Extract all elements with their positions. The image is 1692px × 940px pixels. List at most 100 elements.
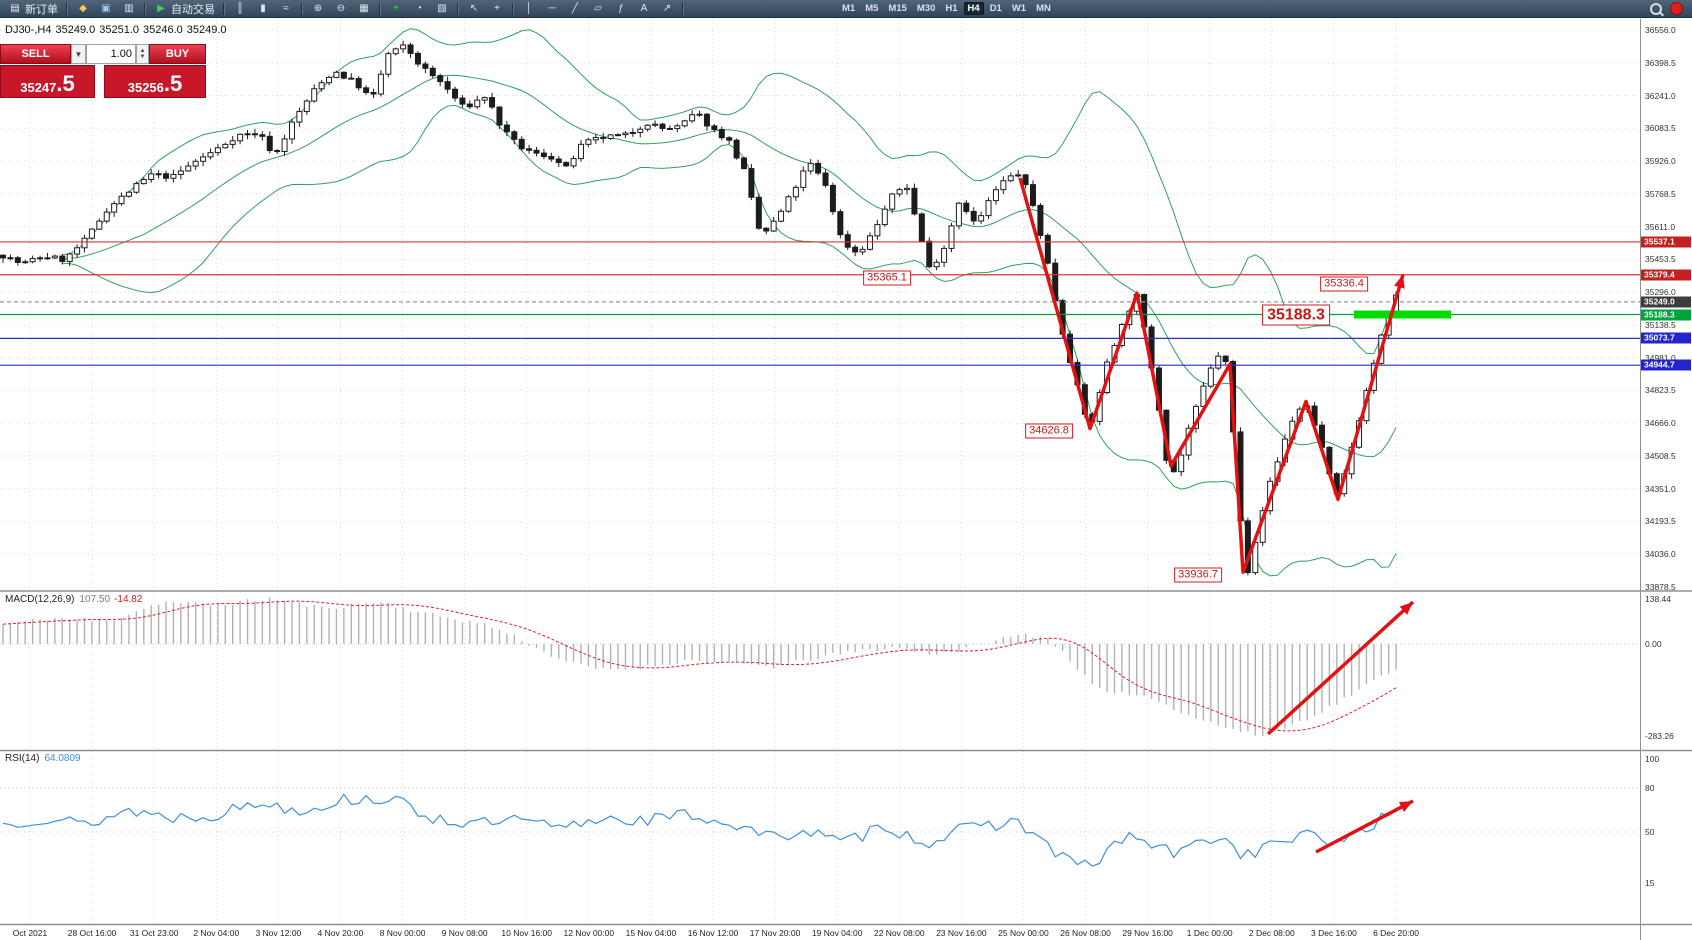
arrow-marker-icon[interactable]: ↗ <box>656 1 678 17</box>
templates-icon[interactable]: ▧ <box>431 1 453 17</box>
sell-button[interactable]: SELL <box>0 44 71 64</box>
fibonacci-icon-glyph: ƒ <box>618 2 624 14</box>
bars-chart-icon-glyph: ║ <box>236 2 244 14</box>
profile-icon[interactable]: ▣ <box>95 1 117 17</box>
vertical-line-icon[interactable]: │ <box>518 1 540 17</box>
zoom-in-icon[interactable]: ⊕ <box>307 1 329 17</box>
zoom-out-icon-glyph: ⊖ <box>336 2 346 14</box>
timeframe-w1[interactable]: W1 <box>1011 3 1027 14</box>
auto-trading-button[interactable]: ▶ 自动交易 <box>150 1 219 17</box>
candlesticks <box>0 40 1400 576</box>
symbol-period: DJ30-,H4 <box>5 24 52 36</box>
templates-icon-glyph: ▧ <box>437 2 447 14</box>
macd-signal-line <box>2 600 1397 732</box>
buy-price[interactable]: 35256.5 <box>104 65 206 98</box>
timeframe-h4[interactable]: H4 <box>963 2 984 15</box>
trendline-icon[interactable]: ╱ <box>564 1 586 17</box>
sell-price[interactable]: 35247.5 <box>0 65 95 98</box>
panel-dividers <box>0 19 1692 940</box>
auto-trading-button-glyph: ▶ <box>157 2 165 14</box>
toolbar-separator <box>144 2 146 15</box>
crosshair-icon[interactable]: + <box>486 1 508 17</box>
macd-name: MACD(12,26,9) <box>5 594 75 605</box>
price-gridlines <box>0 29 1640 588</box>
new-order-button[interactable]: ▤ 新订单 <box>4 1 62 17</box>
channel-icon-glyph: ▱ <box>594 2 602 14</box>
tile-windows-icon-glyph: ▦ <box>359 2 369 14</box>
ohlc-open: 35249.0 <box>55 24 96 36</box>
arrow-marker-icon-glyph: ↗ <box>662 2 672 14</box>
periods-icon[interactable]: ◔ <box>408 1 430 17</box>
trend-arrow-main[interactable] <box>1018 177 1405 574</box>
vertical-gridlines <box>29 19 1397 924</box>
toolbar-separator <box>682 2 684 15</box>
toolbar-separator <box>457 2 459 15</box>
volume-spinner[interactable]: ▲ ▼ <box>136 44 149 64</box>
timeframe-m15[interactable]: M15 <box>888 3 907 14</box>
horizontal-line-icon[interactable]: ─ <box>541 1 563 17</box>
tile-windows-icon[interactable]: ▦ <box>353 1 375 17</box>
ohlc-low: 35246.0 <box>143 24 183 36</box>
one-click-trading-panel: SELL ▼ 1.00 ▲ ▼ BUY 35247.5 35256.5 <box>0 44 206 98</box>
volume-up-icon[interactable]: ▲ <box>139 48 146 54</box>
print-icon[interactable]: ▥ <box>118 1 140 17</box>
trendline-icon-glyph: ╱ <box>571 2 579 14</box>
auto-trading-button-label: 自动交易 <box>171 3 215 16</box>
horizontal-price-lines[interactable] <box>0 241 1640 366</box>
timeframe-m30[interactable]: M30 <box>916 3 936 14</box>
timeframe-m1[interactable]: M1 <box>842 3 856 14</box>
deposit-icon-glyph: ◆ <box>79 2 87 14</box>
zoom-out-icon[interactable]: ⊖ <box>330 1 352 17</box>
text-icon-glyph: A <box>640 2 648 14</box>
cursor-icon-glyph: ↖ <box>469 2 479 14</box>
text-icon[interactable]: A <box>633 1 655 17</box>
bars-chart-icon[interactable]: ║ <box>229 1 251 17</box>
ohlc-high: 35251.0 <box>99 24 139 36</box>
buy-button[interactable]: BUY <box>149 44 206 64</box>
candles-chart-icon[interactable]: ▮ <box>252 1 274 17</box>
cursor-icon[interactable]: ↖ <box>463 1 485 17</box>
periods-icon-glyph: ◔ <box>415 2 423 14</box>
search-icon[interactable] <box>1650 2 1662 15</box>
profile-icon-glyph: ▣ <box>101 2 111 14</box>
rsi-line <box>2 793 1397 867</box>
toolbar-separator <box>512 2 514 15</box>
macd-value-2: -14.82 <box>114 594 143 605</box>
buy-price-dec: .5 <box>163 71 183 96</box>
horizontal-line-icon-glyph: ─ <box>548 2 556 14</box>
indicators-add-icon[interactable]: + <box>385 1 407 17</box>
toolbar-separator <box>66 2 68 15</box>
zoom-in-icon-glyph: ⊕ <box>313 2 323 14</box>
channel-icon[interactable]: ▱ <box>587 1 609 17</box>
sell-dropdown-caret[interactable]: ▼ <box>71 44 86 64</box>
toolbar: ▤ 新订单 ◆ ▣ ▥ ▶ 自动交易 ║ ▮ ≈ ⊕ ⊖ ▦ + ◔ ▧ ↖ + │ ─ ╱ ▱ ƒ A ↗ M1 M5 M15 M30… <box>0 0 1692 18</box>
macd-value-1: 107.50 <box>79 594 111 605</box>
volume-down-icon[interactable]: ▼ <box>139 54 146 60</box>
notification-badge[interactable] <box>1670 2 1683 15</box>
timeframe-bar: M1 M5 M15 M30 H1 H4 D1 W1 MN <box>838 2 1055 15</box>
rsi-indicator-label: RSI(14) 64.0809 <box>5 753 81 764</box>
deposit-icon[interactable]: ◆ <box>72 1 94 17</box>
timeframe-d1[interactable]: D1 <box>989 3 1002 14</box>
ohlc-readout: DJ30-,H4 35249.0 35251.0 35246.0 35249.0 <box>5 24 231 36</box>
crosshair-icon-glyph: + <box>494 2 500 14</box>
volume-input[interactable]: 1.00 <box>86 44 136 64</box>
toolbar-right <box>1650 2 1688 15</box>
timeframe-m5[interactable]: M5 <box>865 3 879 14</box>
fibonacci-icon[interactable]: ƒ <box>610 1 632 17</box>
vertical-line-icon-glyph: │ <box>525 2 533 14</box>
line-chart-icon-glyph: ≈ <box>283 2 289 14</box>
trend-arrow-rsi[interactable] <box>1315 799 1414 854</box>
trend-arrow-macd[interactable] <box>1266 600 1415 736</box>
new-order-button-label: 新订单 <box>25 3 58 16</box>
print-icon-glyph: ▥ <box>124 2 134 14</box>
timeframe-mn[interactable]: MN <box>1036 3 1051 14</box>
sell-price-dec: .5 <box>56 71 75 96</box>
line-chart-icon[interactable]: ≈ <box>275 1 297 17</box>
timeframe-h1[interactable]: H1 <box>945 3 958 14</box>
rsi-value: 64.0809 <box>44 753 81 764</box>
macd-indicator-label: MACD(12,26,9) 107.50 -14.82 <box>5 594 142 605</box>
candles-chart-icon-glyph: ▮ <box>260 2 266 14</box>
